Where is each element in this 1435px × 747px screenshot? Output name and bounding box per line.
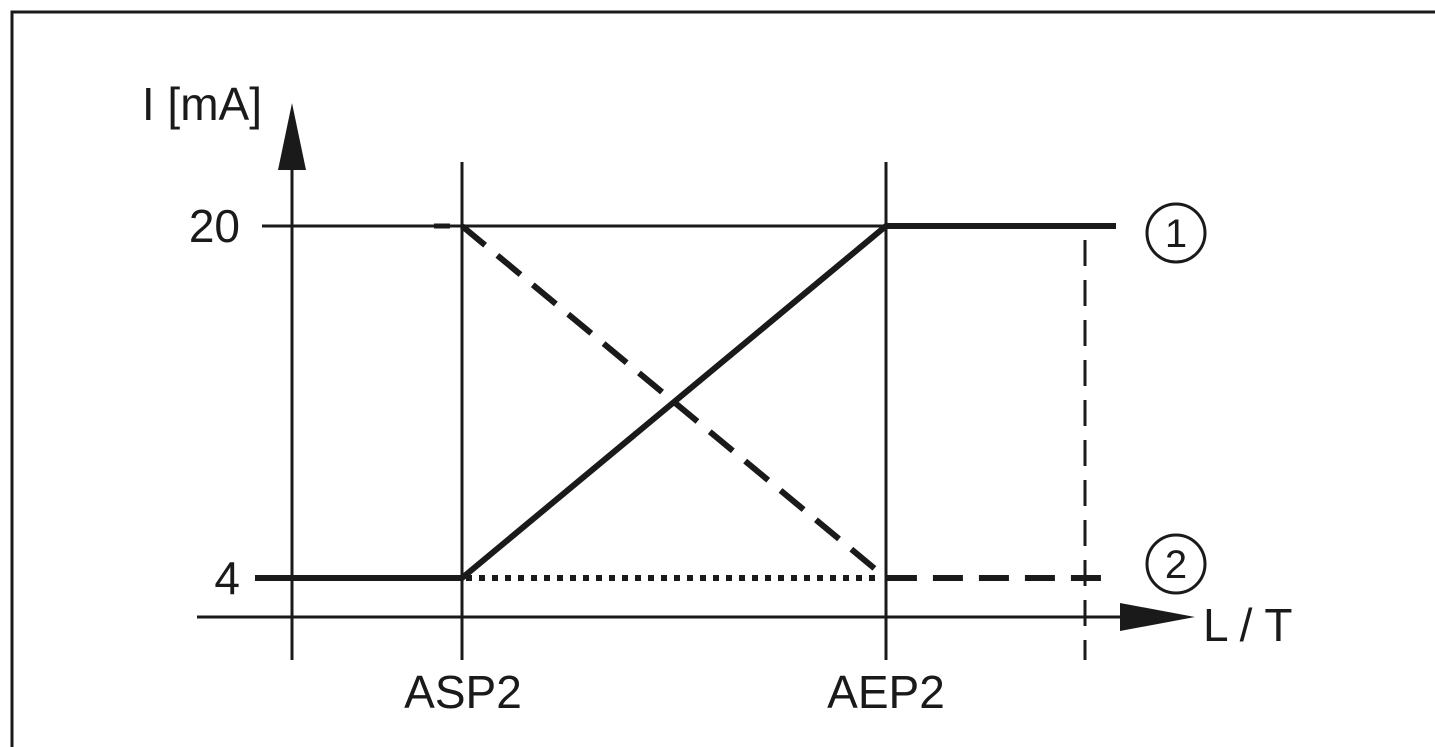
y-axis-arrowhead	[278, 103, 306, 170]
x-axis-label: L / T	[1203, 599, 1292, 651]
curve-2-marker-text: 2	[1165, 543, 1187, 587]
x-tick-label-aep2: AEP2	[827, 666, 945, 718]
curve-2-marker-circle	[1145, 533, 1207, 595]
curve-1-marker-circle	[1145, 202, 1207, 264]
curve-1-marker-text: 1	[1165, 212, 1187, 256]
x-axis-arrowhead	[1120, 603, 1195, 631]
y-tick-label-20: 20	[189, 200, 240, 252]
y-axis-label: I [mA]	[142, 78, 262, 130]
curve-1-marker: 1	[1145, 202, 1207, 264]
x-tick-label-asp2: ASP2	[404, 666, 522, 718]
diagram-frame	[10, 10, 1435, 747]
falling-output-curve	[460, 223, 1116, 581]
rising-output-curve	[255, 223, 1116, 581]
y-tick-label-4: 4	[214, 552, 240, 604]
curve-2-marker: 2	[1145, 533, 1207, 595]
